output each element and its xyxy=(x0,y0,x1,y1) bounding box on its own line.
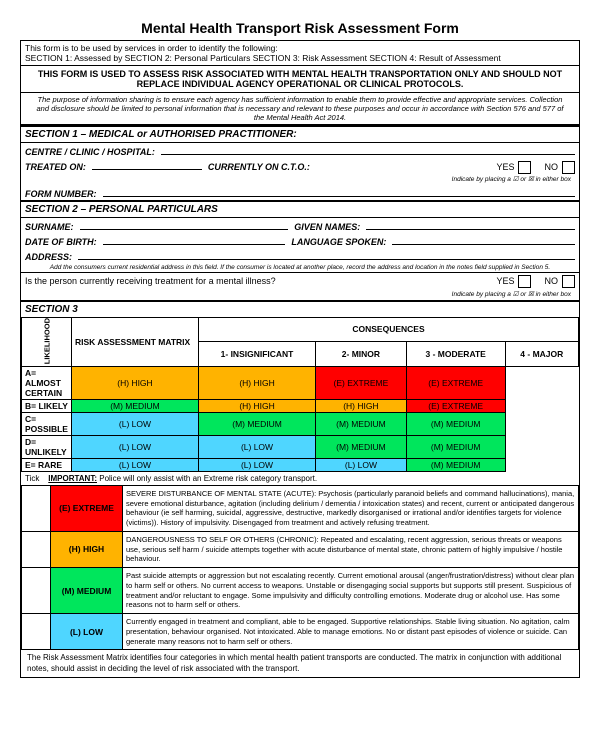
matrix-cell: (H) HIGH xyxy=(198,399,315,412)
lang-input[interactable] xyxy=(392,234,575,245)
treated-on-label: TREATED ON: xyxy=(25,162,86,172)
matrix-col-header: 3 - MODERATE xyxy=(406,342,505,367)
matrix-cell: (L) LOW xyxy=(71,458,198,471)
matrix-cell: (L) LOW xyxy=(71,435,198,458)
matrix-cell: (M) MEDIUM xyxy=(406,458,505,471)
matrix-col-header: 4 - MAJOR xyxy=(505,342,578,367)
no-label: NO xyxy=(545,162,559,172)
matrix-cell: (E) EXTREME xyxy=(316,366,407,399)
cto-label: CURRENTLY ON C.T.O.: xyxy=(208,162,310,172)
tick-label: Tick xyxy=(25,474,39,483)
risk-description: DANGEROUSNESS TO SELF OR OTHERS (CHRONIC… xyxy=(123,531,579,567)
dob-input[interactable] xyxy=(103,234,286,245)
matrix-cell: (L) LOW xyxy=(316,458,407,471)
purpose-text: The purpose of information sharing is to… xyxy=(21,93,579,125)
important-text: Police will only assist with an Extreme … xyxy=(99,474,317,483)
likelihood-row-label: A= ALMOST CERTAIN xyxy=(22,366,72,399)
risk-description-table: (E) EXTREMESEVERE DISTURBANCE OF MENTAL … xyxy=(21,485,579,651)
matrix-cell: (M) MEDIUM xyxy=(198,412,315,435)
likelihood-row-label: C= POSSIBLE xyxy=(22,412,72,435)
matrix-cell: (L) LOW xyxy=(198,458,315,471)
matrix-cell: (E) EXTREME xyxy=(406,366,505,399)
likelihood-row-label: E= RARE xyxy=(22,458,72,471)
risk-level-label: (M) MEDIUM xyxy=(51,568,123,614)
centre-label: CENTRE / CLINIC / HOSPITAL: xyxy=(25,147,155,157)
tick-checkbox-cell[interactable] xyxy=(22,614,51,650)
important-label: IMPORTANT: xyxy=(48,474,97,483)
matrix-cell: (M) MEDIUM xyxy=(71,399,198,412)
form-title: Mental Health Transport Risk Assessment … xyxy=(20,20,580,36)
matrix-cell: (L) LOW xyxy=(71,412,198,435)
lang-label: LANGUAGE SPOKEN: xyxy=(291,237,386,247)
treatment-no-checkbox[interactable] xyxy=(562,275,575,288)
centre-input[interactable] xyxy=(161,144,575,155)
cto-yes-checkbox[interactable] xyxy=(518,161,531,174)
address-note: Add the consumers current residential ad… xyxy=(21,263,579,272)
address-label: ADDRESS: xyxy=(25,252,72,262)
matrix-cell: (E) EXTREME xyxy=(406,399,505,412)
risk-level-label: (E) EXTREME xyxy=(51,485,123,531)
matrix-cell: (H) HIGH xyxy=(71,366,198,399)
footer-note: The Risk Assessment Matrix identifies fo… xyxy=(21,650,579,677)
bold-notice: THIS FORM IS USED TO ASSESS RISK ASSOCIA… xyxy=(21,66,579,93)
risk-matrix-table: LIKELIHOOD RISK ASSESSMENT MATRIX CONSEQ… xyxy=(21,317,579,472)
tick-checkbox-cell[interactable] xyxy=(22,531,51,567)
risk-description: Currently engaged in treatment and compl… xyxy=(123,614,579,650)
risk-description: Past suicide attempts or aggression but … xyxy=(123,568,579,614)
consequences-label: CONSEQUENCES xyxy=(198,317,578,342)
section2-header: SECTION 2 – PERSONAL PARTICULARS xyxy=(21,200,579,218)
likelihood-row-label: D= UNLIKELY xyxy=(22,435,72,458)
matrix-cell: (M) MEDIUM xyxy=(316,412,407,435)
form-number-label: FORM NUMBER: xyxy=(25,189,97,199)
address-input[interactable] xyxy=(78,249,575,260)
treatment-indicate-note: Indicate by placing a ☑ or ☒ in either b… xyxy=(21,290,579,300)
given-label: GIVEN NAMES: xyxy=(294,222,360,232)
given-input[interactable] xyxy=(366,219,575,230)
matrix-cell: (H) HIGH xyxy=(198,366,315,399)
cto-no-checkbox[interactable] xyxy=(562,161,575,174)
form-container: This form is to be used by services in o… xyxy=(20,40,580,678)
cto-indicate-note: Indicate by placing a ☑ or ☒ in either b… xyxy=(21,175,579,185)
risk-description: SEVERE DISTURBANCE OF MENTAL STATE (ACUT… xyxy=(123,485,579,531)
surname-label: SURNAME: xyxy=(25,222,74,232)
treatment-yes-checkbox[interactable] xyxy=(518,275,531,288)
intro-block: This form is to be used by services in o… xyxy=(21,41,579,66)
q-no-label: NO xyxy=(545,276,559,286)
matrix-col-header: 1- INSIGNIFICANT xyxy=(198,342,315,367)
treated-on-input[interactable] xyxy=(92,159,202,170)
section3-header: SECTION 3 xyxy=(21,300,579,317)
form-number-input[interactable] xyxy=(103,186,576,197)
dob-label: DATE OF BIRTH: xyxy=(25,237,97,247)
important-line: Tick IMPORTANT: Police will only assist … xyxy=(21,472,579,485)
matrix-cell: (M) MEDIUM xyxy=(406,412,505,435)
matrix-cell: (M) MEDIUM xyxy=(406,435,505,458)
yes-label: YES xyxy=(496,162,514,172)
likelihood-label: LIKELIHOOD xyxy=(22,317,72,366)
treatment-question: Is the person currently receiving treatm… xyxy=(25,276,276,286)
tick-checkbox-cell[interactable] xyxy=(22,568,51,614)
tick-checkbox-cell[interactable] xyxy=(22,485,51,531)
matrix-cell: (H) HIGH xyxy=(316,399,407,412)
likelihood-row-label: B= LIKELY xyxy=(22,399,72,412)
intro-line2: SECTION 1: Assessed by SECTION 2: Person… xyxy=(25,53,575,63)
matrix-col-header: 2- MINOR xyxy=(316,342,407,367)
risk-level-label: (L) LOW xyxy=(51,614,123,650)
section1-header: SECTION 1 – MEDICAL or AUTHORISED PRACTI… xyxy=(21,125,579,143)
intro-line1: This form is to be used by services in o… xyxy=(25,43,575,53)
q-yes-label: YES xyxy=(496,276,514,286)
matrix-cell: (L) LOW xyxy=(198,435,315,458)
matrix-cell: (M) MEDIUM xyxy=(316,435,407,458)
risk-level-label: (H) HIGH xyxy=(51,531,123,567)
matrix-label: RISK ASSESSMENT MATRIX xyxy=(71,317,198,366)
surname-input[interactable] xyxy=(80,219,289,230)
